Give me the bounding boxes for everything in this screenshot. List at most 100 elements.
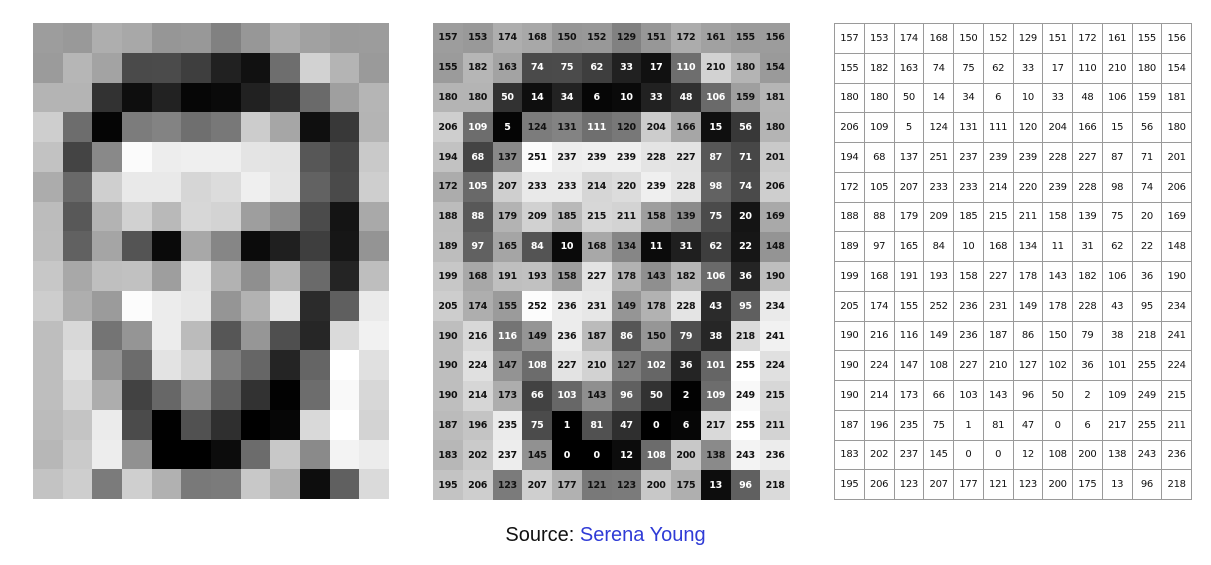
pixel-cell (210, 261, 241, 291)
value-cell: 1 (954, 410, 984, 441)
value-cell: 210 (1102, 53, 1133, 84)
value-cell: 236 (954, 321, 984, 352)
value-cell: 33 (1013, 53, 1044, 84)
shaded-value-cell: 68 (462, 142, 493, 173)
value-cell: 201 (1162, 143, 1192, 173)
shaded-value-cell: 207 (522, 470, 552, 500)
source-author-link[interactable]: Serena Young (579, 524, 706, 546)
value-cell: 2 (1073, 381, 1103, 411)
pixel-cell (92, 171, 122, 202)
shaded-value-cell: 20 (730, 201, 761, 232)
shaded-value-cell: 103 (552, 380, 582, 411)
shaded-value-cell: 87 (700, 142, 731, 173)
shaded-value-cell: 156 (760, 23, 790, 53)
value-cell: 151 (1043, 24, 1073, 54)
shaded-value-cell: 200 (641, 470, 671, 500)
value-cell: 220 (1013, 172, 1044, 203)
pixel-cell (210, 52, 241, 83)
value-cell: 48 (1073, 83, 1103, 114)
shaded-value-cell: 178 (611, 261, 642, 292)
value-cell: 174 (894, 24, 925, 54)
shaded-value-cell: 252 (522, 291, 552, 322)
shaded-value-cell: 220 (611, 172, 642, 202)
shaded-value-cell: 13 (700, 470, 731, 500)
pixel-cell (329, 320, 360, 351)
shaded-value-cell: 155 (492, 291, 523, 322)
value-cell: 168 (924, 24, 954, 54)
pixel-cell (92, 261, 122, 291)
shaded-value-cell: 199 (433, 261, 463, 292)
shaded-value-cell: 149 (611, 291, 642, 322)
value-cell: 173 (894, 381, 925, 411)
shaded-value-cell: 96 (730, 470, 761, 500)
pixel-cell (33, 320, 63, 351)
value-cell: 109 (864, 113, 895, 143)
pixel-cell (359, 142, 389, 172)
value-cell: 193 (924, 262, 954, 292)
pixel-cell (299, 82, 330, 113)
pixel-cell (270, 350, 300, 380)
shaded-value-cell: 189 (433, 231, 463, 262)
shaded-value-cell: 138 (700, 440, 731, 471)
shaded-value-cell: 6 (581, 82, 612, 113)
pixel-cell (151, 52, 182, 83)
pixel-cell (299, 52, 330, 83)
value-cell: 188 (835, 202, 865, 233)
pixel-cell (181, 261, 211, 291)
pixel-cell (359, 52, 389, 83)
shaded-value-cell: 75 (552, 52, 582, 83)
value-cell: 166 (1073, 113, 1103, 143)
pixel-cell (181, 231, 211, 261)
shaded-value-cell: 31 (671, 231, 701, 262)
value-cell: 110 (1073, 53, 1103, 84)
shaded-value-cell: 168 (462, 261, 493, 292)
shaded-value-cell: 74 (522, 52, 552, 83)
shaded-value-cell: 182 (462, 52, 493, 83)
value-cell: 153 (864, 24, 895, 54)
value-cell: 22 (1132, 232, 1163, 262)
value-cell: 74 (924, 53, 954, 84)
value-cell: 187 (983, 321, 1014, 352)
value-cell: 56 (1132, 113, 1163, 143)
pixel-cell (329, 231, 360, 261)
pixel-cell (210, 290, 241, 321)
shaded-value-cell: 177 (552, 470, 582, 500)
shaded-value-cell: 187 (433, 410, 463, 441)
value-cell: 218 (1132, 321, 1163, 352)
value-cell: 237 (894, 440, 925, 471)
value-cell: 200 (1043, 470, 1073, 500)
pixel-cell (270, 171, 300, 202)
value-cell: 190 (835, 351, 865, 381)
shaded-value-cell: 79 (671, 321, 701, 351)
pixel-cell (181, 142, 211, 172)
pixel-cell (151, 112, 182, 142)
shaded-value-cell: 188 (433, 201, 463, 232)
pixel-cell (210, 409, 241, 440)
grayscale-pixel-image (33, 23, 389, 499)
shaded-value-cell: 155 (730, 23, 761, 53)
pixel-cell (62, 52, 93, 83)
value-cell: 81 (983, 410, 1014, 441)
value-cell: 224 (1162, 351, 1192, 381)
shaded-value-cell: 88 (462, 201, 493, 232)
shaded-value-cell: 181 (760, 82, 790, 113)
value-cell: 190 (1162, 262, 1192, 292)
value-cell: 239 (1013, 143, 1044, 173)
pixel-cell (299, 23, 330, 53)
shaded-value-cell: 206 (433, 112, 463, 143)
shaded-value-cell: 134 (611, 231, 642, 262)
shaded-value-cell: 155 (433, 52, 463, 83)
pixel-cell (151, 439, 182, 470)
shaded-value-cell: 205 (433, 291, 463, 322)
pixel-cell (329, 112, 360, 142)
value-cell: 109 (1102, 381, 1133, 411)
shaded-value-cell: 175 (671, 470, 701, 500)
shaded-value-cell: 1 (552, 410, 582, 441)
pixel-cell (151, 23, 182, 53)
value-cell: 227 (983, 262, 1014, 292)
pixel-cell (151, 290, 182, 321)
shaded-value-cell: 215 (760, 380, 790, 411)
shaded-value-cell: 38 (700, 321, 731, 351)
value-cell: 180 (1132, 53, 1163, 84)
value-cell: 143 (1043, 262, 1073, 292)
